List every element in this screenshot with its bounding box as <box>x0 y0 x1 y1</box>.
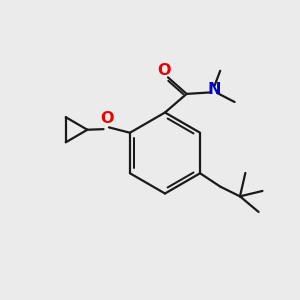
Text: O: O <box>101 111 114 126</box>
Text: N: N <box>208 82 221 98</box>
Text: O: O <box>158 63 171 78</box>
